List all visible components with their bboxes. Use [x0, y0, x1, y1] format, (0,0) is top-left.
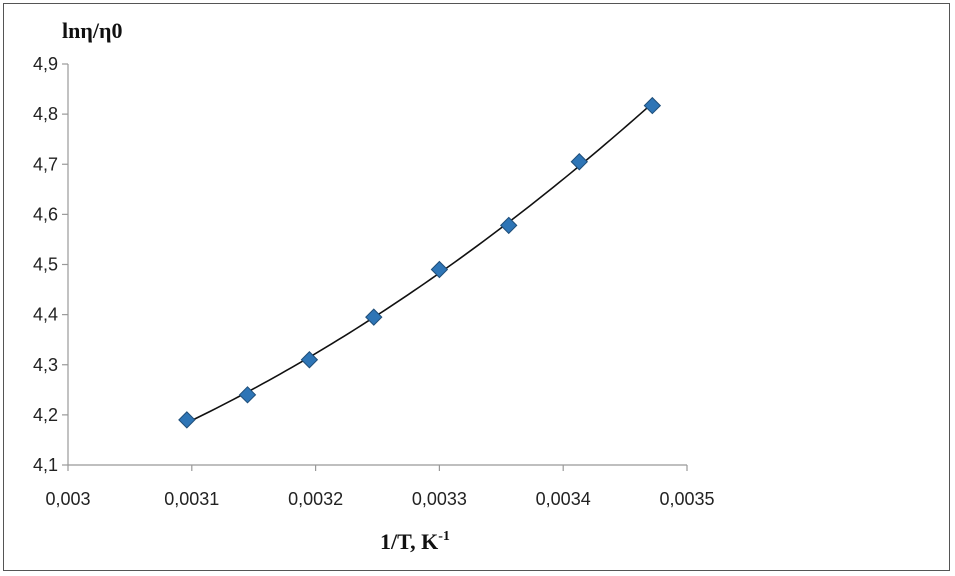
trendline [186, 102, 653, 424]
x-tick-label: 0,0031 [164, 489, 219, 509]
x-tick-label: 0,0034 [536, 489, 591, 509]
x-axis-title-superscript: -1 [438, 529, 450, 544]
x-tick-label: 0,0032 [288, 489, 343, 509]
y-tick-label: 4,5 [33, 255, 58, 275]
x-tick-label: 0,0033 [412, 489, 467, 509]
data-point [178, 411, 196, 429]
x-axis-title: 1/T, K-1 [380, 529, 450, 554]
y-tick-label: 4,1 [33, 455, 58, 475]
y-tick-label: 4,9 [33, 54, 58, 74]
axes: 4,1 4,2 4,3 4,4 4,5 4,6 4,7 4,8 4,9 0,003 0,0031 0,… [33, 54, 715, 509]
x-tick-label: 0,0035 [659, 489, 714, 509]
data-points [178, 96, 662, 429]
x-axis-title-main: 1/T, K [380, 529, 438, 554]
data-point [365, 308, 383, 326]
data-point [238, 386, 257, 404]
data-point [643, 96, 662, 115]
chart-frame [3, 3, 950, 571]
data-point [430, 260, 449, 279]
data-point [300, 351, 319, 369]
data-point [500, 216, 518, 235]
trendline-curve [186, 102, 653, 424]
y-tick-label: 4,8 [33, 104, 58, 124]
y-tick-label: 4,7 [33, 154, 58, 174]
y-axis-title: lnη/η0 [62, 18, 122, 43]
y-tick-label: 4,6 [33, 204, 58, 224]
y-tick-label: 4,4 [33, 305, 58, 325]
data-point [570, 153, 589, 171]
y-tick-label: 4,3 [33, 355, 58, 375]
y-tick-label: 4,2 [33, 405, 58, 425]
x-tick-label: 0,003 [45, 489, 90, 509]
